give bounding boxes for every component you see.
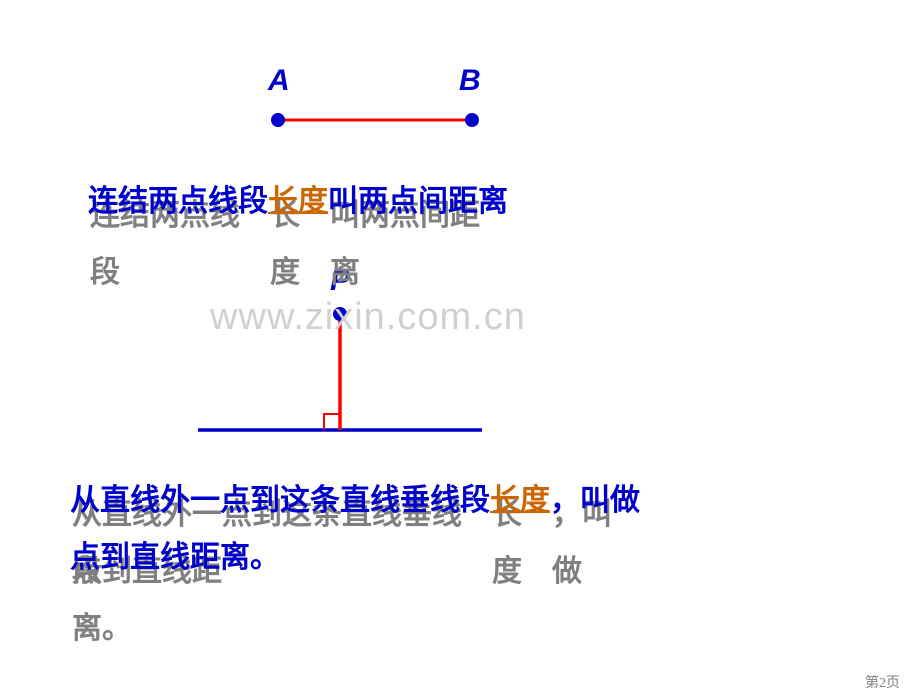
label-b: B: [459, 64, 481, 98]
right-angle-mark: [324, 414, 340, 430]
point-b-dot: [465, 113, 479, 127]
definition-2: 从直线外一点到这条直线垂线段长度，叫做点到直线距离。: [70, 472, 640, 586]
definition-1: 连结两点线段长度叫两点间距离: [88, 173, 508, 230]
label-a: A: [268, 64, 290, 98]
slide: www.zixin.com.cn A B P 连结两点线段长度叫两点间距离 从直…: [0, 0, 920, 690]
page-number: 第2页: [865, 672, 900, 692]
point-a-dot: [271, 113, 285, 127]
watermark-text: www.zixin.com.cn: [210, 296, 526, 339]
